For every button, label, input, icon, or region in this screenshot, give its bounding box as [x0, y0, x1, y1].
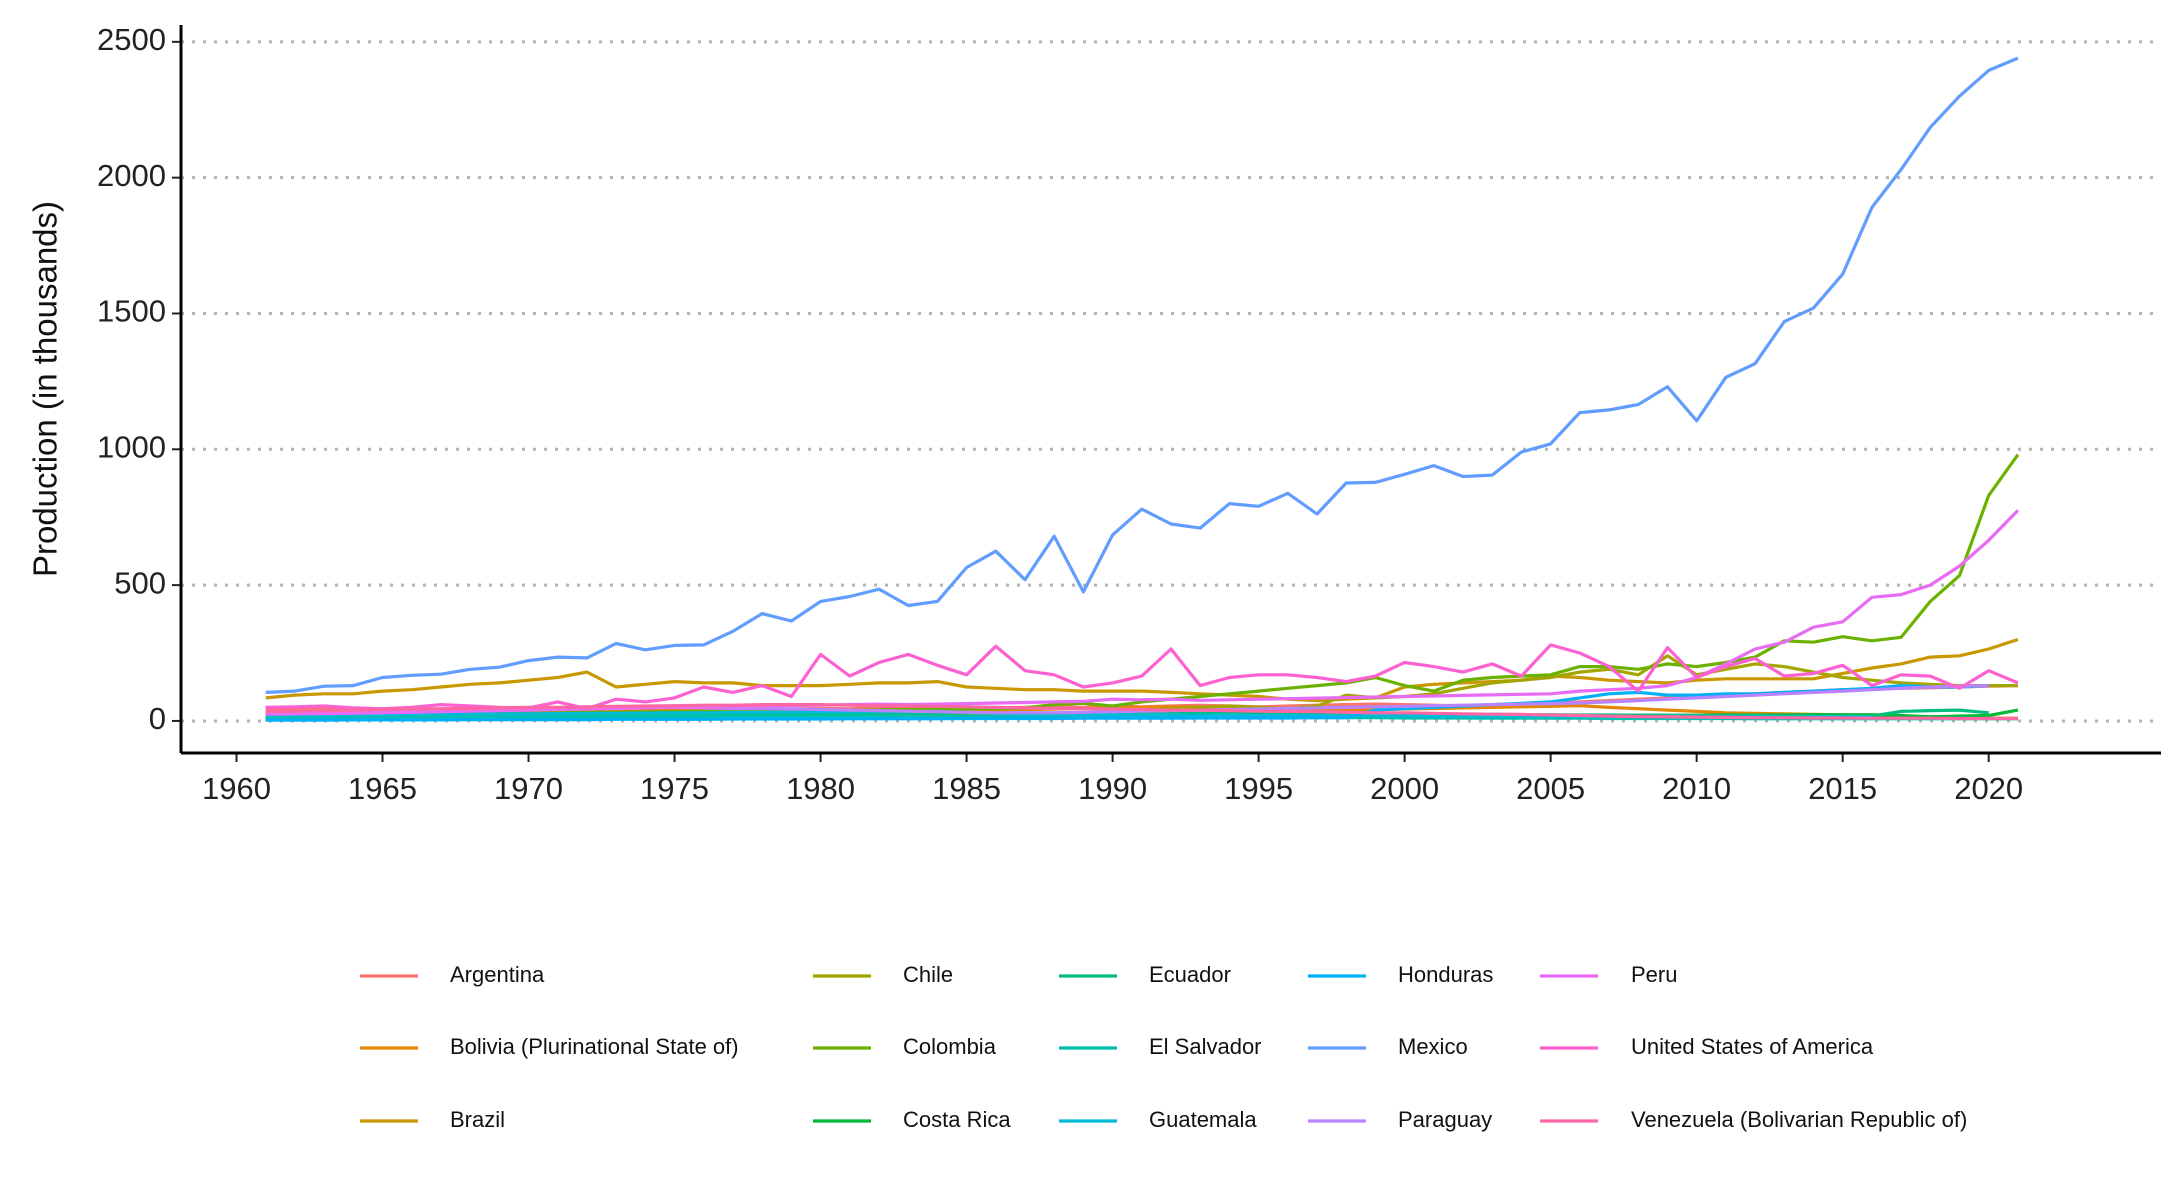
x-tick-label: 1965: [348, 771, 417, 806]
y-axis-label: Production (in thousands): [27, 201, 64, 577]
x-tick-label: 2010: [1662, 771, 1731, 806]
legend-label: Bolivia (Plurinational State of): [450, 1034, 739, 1059]
x-tick-label: 2005: [1516, 771, 1585, 806]
legend-label: Colombia: [903, 1034, 997, 1059]
legend-label: Chile: [903, 962, 953, 987]
series-line: [265, 56, 2019, 694]
y-tick-label: 0: [149, 701, 166, 736]
legend-label: Ecuador: [1149, 962, 1231, 987]
legend-label: Guatemala: [1149, 1107, 1257, 1132]
legend-label: Argentina: [450, 962, 545, 987]
y-tick-label: 500: [114, 565, 166, 600]
x-tick-label: 1995: [1224, 771, 1293, 806]
series-line: [265, 637, 2019, 703]
x-tick-label: 1990: [1078, 771, 1147, 806]
x-tick-label: 1970: [494, 771, 563, 806]
x-tick-label: 2015: [1808, 771, 1877, 806]
legend-label: Venezuela (Bolivarian Republic of): [1631, 1107, 1967, 1132]
x-tick-label: 1960: [202, 771, 271, 806]
series-line: [265, 703, 2018, 721]
series-line: [265, 643, 2019, 711]
legend-label: Brazil: [450, 1107, 505, 1132]
y-tick-label: 2000: [97, 158, 166, 193]
legend-label: Mexico: [1398, 1034, 1468, 1059]
y-tick-label: 1000: [97, 429, 166, 464]
y-tick-label: 2500: [97, 22, 166, 57]
x-tick-label: 1985: [932, 771, 1001, 806]
y-tick-label: 1500: [97, 294, 166, 329]
legend-label: El Salvador: [1149, 1034, 1262, 1059]
series-line: [265, 684, 1989, 722]
legend-label: Paraguay: [1398, 1107, 1492, 1132]
series-line: [265, 509, 2020, 716]
x-tick-label: 1980: [786, 771, 855, 806]
x-tick-label: 2000: [1370, 771, 1439, 806]
x-tick-label: 2020: [1954, 771, 2023, 806]
legend-label: Peru: [1631, 962, 1677, 987]
x-tick-label: 1975: [640, 771, 709, 806]
legend-label: Honduras: [1398, 962, 1493, 987]
legend-label: Costa Rica: [903, 1107, 1011, 1132]
legend-label: United States of America: [1631, 1034, 1874, 1059]
